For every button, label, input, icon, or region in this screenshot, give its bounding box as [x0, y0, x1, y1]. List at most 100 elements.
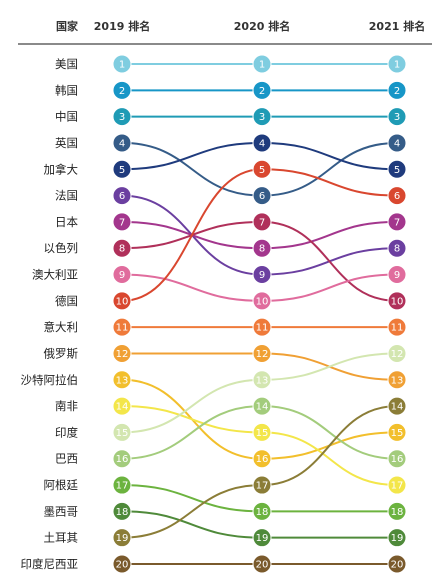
country-19-label: 印度尼西亚 [21, 557, 79, 571]
country-12-node-1: 16 [252, 449, 272, 469]
country-0-node-circle-1 [252, 54, 272, 74]
country-5-rank-label-0: 6 [119, 191, 125, 202]
country-4-node-2: 5 [387, 159, 407, 179]
country-1-node-2: 2 [387, 80, 407, 100]
country-1-node-0: 2 [112, 80, 132, 100]
country-6-node-2: 7 [387, 212, 407, 232]
country-labels: 美国韩国中国英国加拿大法国日本以色列澳大利亚德国意大利俄罗斯沙特阿拉伯南非印度巴… [21, 57, 79, 571]
country-4-rank-label-0: 5 [119, 165, 125, 176]
country-9-node-2: 6 [387, 186, 407, 206]
country-10-node-circle-1 [252, 317, 272, 337]
country-13-rank-label-2: 17 [391, 481, 404, 492]
country-2-rank-label-0: 3 [119, 112, 125, 123]
country-4-node-circle-2 [387, 159, 407, 179]
country-5-rank-label-1: 9 [259, 270, 265, 281]
country-18-rank-label-2: 14 [391, 402, 404, 413]
country-1-label: 韩国 [55, 83, 78, 97]
country-15-node-circle-1 [252, 396, 272, 416]
country-14-node-0: 15 [112, 422, 132, 442]
country-14-node-2: 12 [387, 343, 407, 363]
country-19-node-circle-1 [252, 554, 272, 574]
country-12-node-circle-0 [112, 370, 132, 390]
year-header-2020: 2020 排名 [234, 19, 290, 33]
country-4-label: 加拿大 [44, 162, 79, 176]
country-13-label: 南非 [55, 399, 78, 413]
country-9-label: 德国 [55, 294, 78, 308]
country-18-node-circle-0 [112, 528, 132, 548]
country-12-node-circle-1 [252, 449, 272, 469]
country-17-node-circle-1 [252, 528, 272, 548]
country-8-node-circle-2 [387, 265, 407, 285]
country-19-node-0: 20 [112, 554, 132, 574]
country-15-node-1: 14 [252, 396, 272, 416]
country-10-node-circle-2 [387, 317, 407, 337]
country-7-node-circle-0 [112, 238, 132, 258]
country-19-node-circle-0 [112, 554, 132, 574]
country-3-node-0: 4 [112, 133, 132, 153]
country-12-label: 沙特阿拉伯 [21, 373, 79, 387]
country-6-node-circle-1 [252, 238, 272, 258]
country-16-node-circle-2 [387, 501, 407, 521]
country-11-node-0: 12 [112, 343, 132, 363]
country-8-label: 澳大利亚 [32, 268, 78, 282]
country-7-rank-label-0: 8 [119, 244, 125, 255]
country-17-node-1: 19 [252, 528, 272, 548]
country-6-node-circle-0 [112, 212, 132, 232]
country-12-node-circle-2 [387, 422, 407, 442]
country-6-node-0: 7 [112, 212, 132, 232]
country-7-rank-label-1: 7 [259, 217, 265, 228]
country-7-label: 以色列 [44, 241, 79, 255]
country-10-rank-label-2: 11 [391, 323, 404, 334]
country-19-node-circle-2 [387, 554, 407, 574]
country-16-label: 阿根廷 [44, 478, 79, 492]
country-4-rank-label-1: 4 [259, 138, 265, 149]
country-14-rank-label-0: 15 [116, 428, 129, 439]
country-17-label: 墨西哥 [44, 504, 79, 518]
country-18-rank-label-0: 19 [116, 533, 129, 544]
country-18-label: 土耳其 [44, 531, 79, 545]
country-2-node-0: 3 [112, 107, 132, 127]
country-3-node-circle-0 [112, 133, 132, 153]
country-14-label: 印度 [55, 425, 78, 439]
country-8-node-2: 9 [387, 265, 407, 285]
country-3-node-2: 4 [387, 133, 407, 153]
country-19-rank-label-1: 20 [256, 560, 269, 571]
country-8-node-circle-0 [112, 265, 132, 285]
country-6-label: 日本 [55, 215, 78, 229]
country-12-node-0: 13 [112, 370, 132, 390]
country-19-rank-label-0: 20 [116, 560, 129, 571]
country-6-rank-label-0: 7 [119, 217, 125, 228]
country-0-rank-label-1: 1 [259, 60, 265, 71]
country-7-node-circle-1 [252, 212, 272, 232]
country-1-node-circle-1 [252, 80, 272, 100]
country-4-node-0: 5 [112, 159, 132, 179]
country-15-rank-label-2: 16 [391, 454, 404, 465]
country-16-node-1: 18 [252, 501, 272, 521]
country-4-node-circle-0 [112, 159, 132, 179]
country-0-node-circle-0 [112, 54, 132, 74]
country-column-header: 国家 [56, 19, 79, 33]
country-9-node-circle-1 [252, 159, 272, 179]
country-4-node-circle-1 [252, 133, 272, 153]
country-16-node-2: 18 [387, 501, 407, 521]
country-1-rank-label-1: 2 [259, 86, 265, 97]
country-6-node-1: 8 [252, 238, 272, 258]
country-15-rank-label-0: 16 [116, 454, 129, 465]
country-13-line [121, 405, 398, 487]
country-14-node-circle-1 [252, 370, 272, 390]
country-6-rank-label-2: 7 [394, 217, 400, 228]
country-7-node-circle-2 [387, 291, 407, 311]
country-5-label: 法国 [55, 189, 78, 203]
country-18-node-0: 19 [112, 528, 132, 548]
country-5-node-0: 6 [112, 186, 132, 206]
country-10-node-1: 11 [252, 317, 272, 337]
country-0-rank-label-2: 1 [394, 60, 400, 71]
country-11-rank-label-0: 12 [116, 349, 129, 360]
country-13-node-circle-1 [252, 422, 272, 442]
country-11-node-1: 12 [252, 343, 272, 363]
country-5-rank-label-2: 8 [394, 244, 400, 255]
country-12-node-2: 15 [387, 422, 407, 442]
country-5-node-circle-0 [112, 186, 132, 206]
